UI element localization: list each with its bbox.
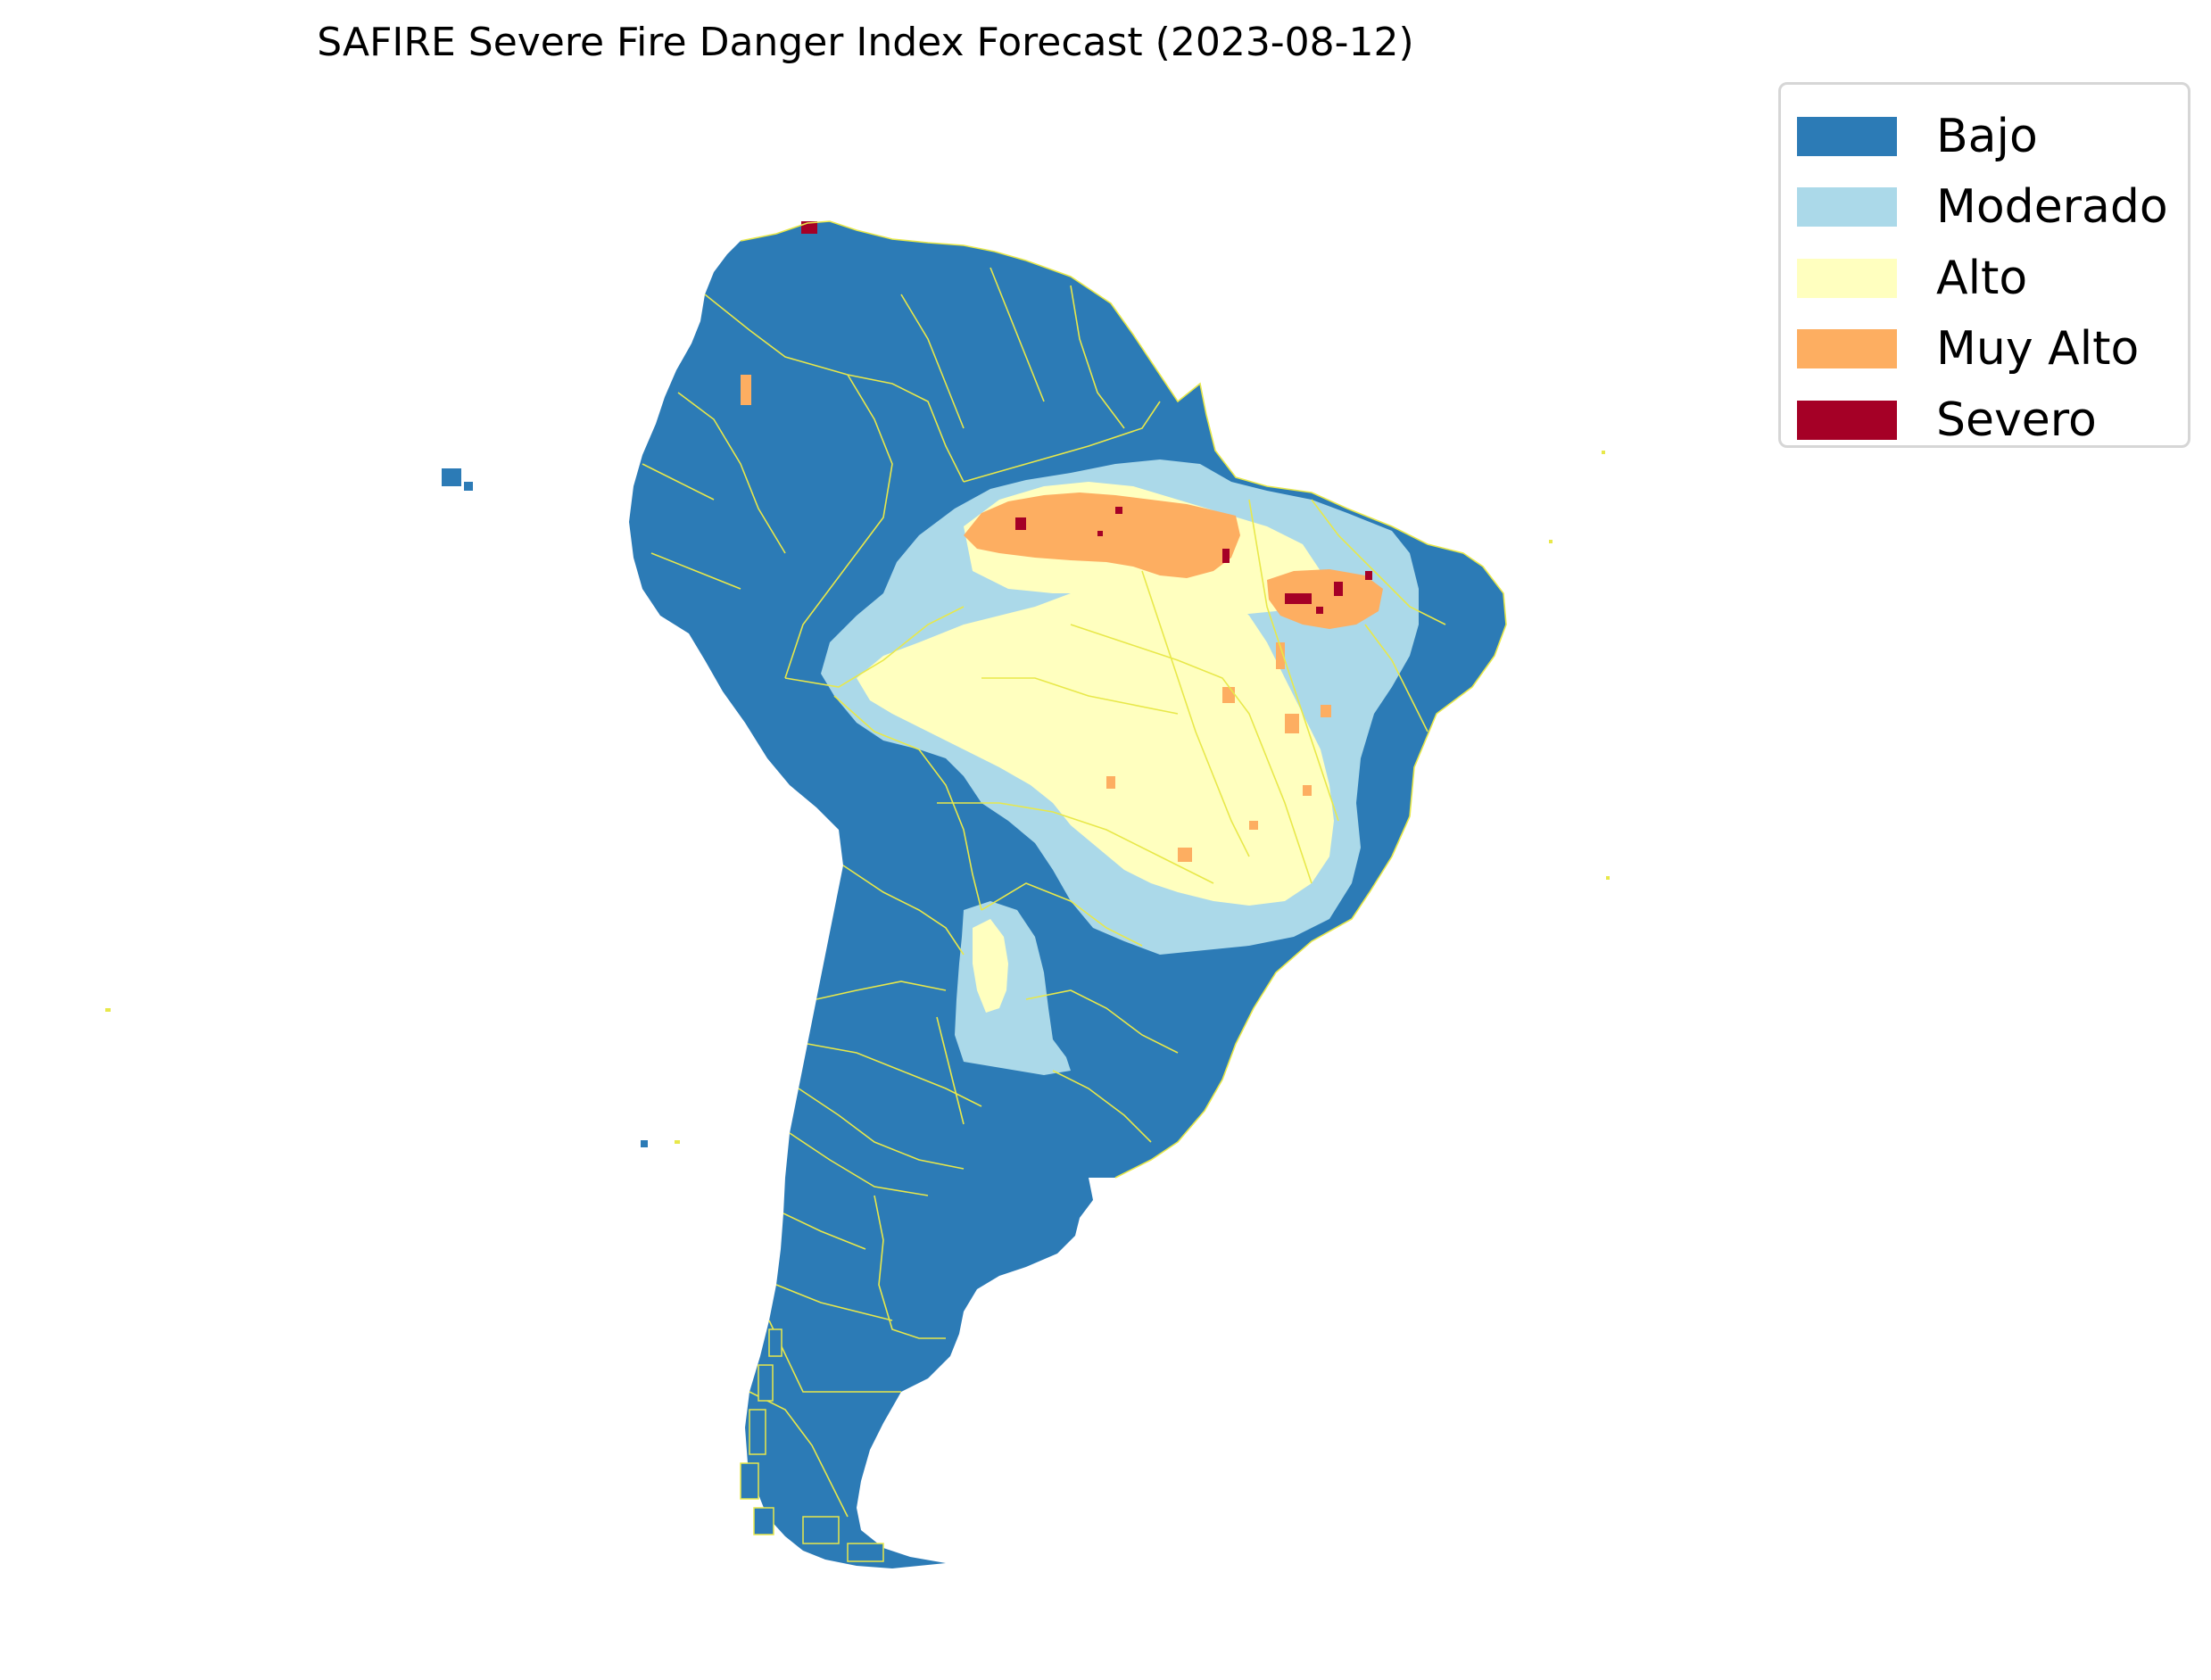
legend-item-bajo: Bajo (1797, 101, 2188, 172)
legend-swatch-severo (1797, 400, 1897, 440)
map-legend: Bajo Moderado Alto Muy Alto Severo (1778, 82, 2190, 448)
legend-swatch-muy-alto (1797, 329, 1897, 369)
very-high-danger-east (1267, 569, 1383, 629)
legend-label-muy-alto: Muy Alto (1936, 322, 2140, 377)
legend-item-severo: Severo (1797, 385, 2188, 456)
legend-label-bajo: Bajo (1936, 109, 2038, 163)
patagonia-coast-islands (740, 1328, 884, 1562)
high-danger-area (857, 571, 1334, 906)
legend-swatch-bajo (1797, 116, 1897, 156)
high-danger-chaco (973, 919, 1008, 1013)
legend-item-muy-alto: Muy Alto (1797, 314, 2188, 385)
legend-label-moderado: Moderado (1936, 180, 2168, 235)
legend-label-severo: Severo (1936, 393, 2097, 447)
map-title: SAFIRE Severe Fire Danger Index Forecast… (317, 20, 1414, 65)
island-borders (105, 451, 1610, 1144)
very-high-danger-specks (741, 375, 1331, 862)
severe-danger-specks (801, 221, 1372, 614)
legend-swatch-alto (1797, 258, 1897, 298)
legend-swatch-moderado (1797, 187, 1897, 228)
offshore-islands (442, 468, 648, 1147)
legend-item-moderado: Moderado (1797, 172, 2188, 244)
legend-item-alto: Alto (1797, 243, 2188, 314)
legend-label-alto: Alto (1936, 251, 2028, 305)
administrative-borders (642, 220, 1507, 1518)
